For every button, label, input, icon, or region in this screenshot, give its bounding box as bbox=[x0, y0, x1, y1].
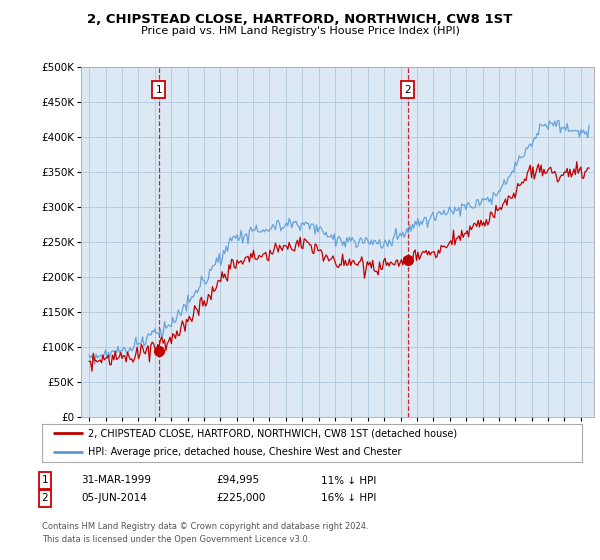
Text: 1: 1 bbox=[41, 475, 49, 486]
Text: 2: 2 bbox=[41, 493, 49, 503]
Text: 2, CHIPSTEAD CLOSE, HARTFORD, NORTHWICH, CW8 1ST: 2, CHIPSTEAD CLOSE, HARTFORD, NORTHWICH,… bbox=[88, 13, 512, 26]
Text: HPI: Average price, detached house, Cheshire West and Chester: HPI: Average price, detached house, Ches… bbox=[88, 447, 401, 458]
Text: 2, CHIPSTEAD CLOSE, HARTFORD, NORTHWICH, CW8 1ST (detached house): 2, CHIPSTEAD CLOSE, HARTFORD, NORTHWICH,… bbox=[88, 428, 457, 438]
Text: Contains HM Land Registry data © Crown copyright and database right 2024.
This d: Contains HM Land Registry data © Crown c… bbox=[42, 522, 368, 544]
Text: £94,995: £94,995 bbox=[216, 475, 259, 486]
Text: 11% ↓ HPI: 11% ↓ HPI bbox=[321, 475, 376, 486]
Text: £225,000: £225,000 bbox=[216, 493, 265, 503]
Text: 16% ↓ HPI: 16% ↓ HPI bbox=[321, 493, 376, 503]
Text: 2: 2 bbox=[404, 85, 411, 95]
Text: Price paid vs. HM Land Registry's House Price Index (HPI): Price paid vs. HM Land Registry's House … bbox=[140, 26, 460, 36]
Text: 31-MAR-1999: 31-MAR-1999 bbox=[81, 475, 151, 486]
Text: 1: 1 bbox=[155, 85, 162, 95]
Text: 05-JUN-2014: 05-JUN-2014 bbox=[81, 493, 147, 503]
